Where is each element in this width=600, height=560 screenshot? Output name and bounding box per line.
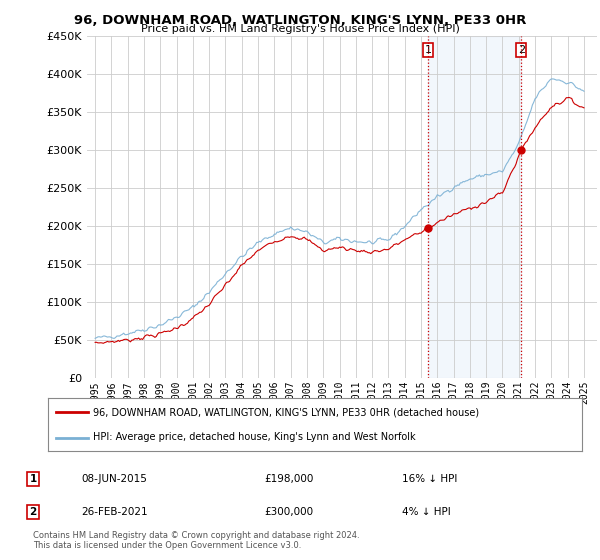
Text: 26-FEB-2021: 26-FEB-2021 bbox=[81, 507, 148, 517]
Text: Contains HM Land Registry data © Crown copyright and database right 2024.
This d: Contains HM Land Registry data © Crown c… bbox=[33, 530, 359, 550]
Text: HPI: Average price, detached house, King's Lynn and West Norfolk: HPI: Average price, detached house, King… bbox=[94, 432, 416, 442]
Text: £300,000: £300,000 bbox=[264, 507, 313, 517]
Bar bbox=[428, 36, 521, 378]
Text: Price paid vs. HM Land Registry's House Price Index (HPI): Price paid vs. HM Land Registry's House … bbox=[140, 24, 460, 34]
Text: 96, DOWNHAM ROAD, WATLINGTON, KING'S LYNN, PE33 0HR: 96, DOWNHAM ROAD, WATLINGTON, KING'S LYN… bbox=[74, 14, 526, 27]
Text: 2: 2 bbox=[29, 507, 37, 517]
Text: 4% ↓ HPI: 4% ↓ HPI bbox=[402, 507, 451, 517]
Text: 08-JUN-2015: 08-JUN-2015 bbox=[81, 474, 147, 484]
Text: £198,000: £198,000 bbox=[264, 474, 313, 484]
Text: 96, DOWNHAM ROAD, WATLINGTON, KING'S LYNN, PE33 0HR (detached house): 96, DOWNHAM ROAD, WATLINGTON, KING'S LYN… bbox=[94, 408, 479, 418]
Text: 1: 1 bbox=[425, 45, 431, 55]
Text: 2: 2 bbox=[518, 45, 525, 55]
Text: 1: 1 bbox=[29, 474, 37, 484]
Text: 16% ↓ HPI: 16% ↓ HPI bbox=[402, 474, 457, 484]
